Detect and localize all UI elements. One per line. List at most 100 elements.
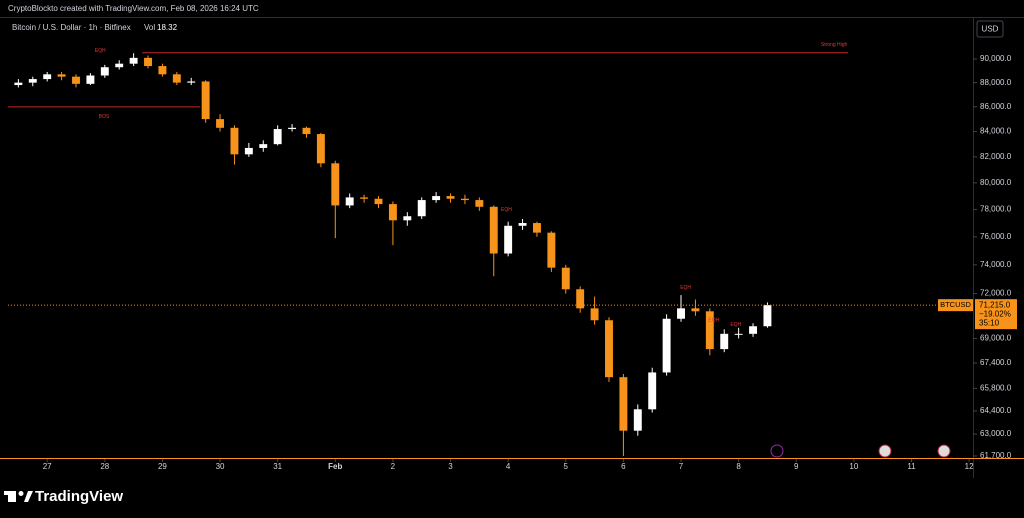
event-icon[interactable]: [937, 444, 951, 458]
volume-value: 18.32: [157, 23, 178, 32]
candle-body: [547, 232, 556, 268]
candle-body: [129, 57, 138, 64]
y-tick-label: 61,700.0: [980, 451, 1012, 460]
candle-body: [518, 223, 527, 226]
currency-box[interactable]: [976, 20, 1004, 38]
currency[interactable]: USD: [982, 25, 999, 34]
y-tick-label: 64,400.0: [980, 406, 1012, 415]
candle-body: [475, 200, 484, 207]
credit: CryptoBlockto created with TradingView.c…: [8, 4, 259, 13]
chart-title: Bitcoin / U.S. Dollar · 1h · Bitfinex: [12, 23, 131, 32]
level-label: BOS: [99, 114, 110, 120]
candle-body: [504, 225, 513, 254]
marker-label: EQH: [680, 285, 691, 291]
candle-body: [677, 308, 685, 319]
candle-body: [417, 200, 426, 217]
candle-body: [360, 197, 369, 199]
y-tick-label: 74,000.0: [980, 260, 1012, 269]
last-price-label: 71,215.0: [979, 300, 1011, 309]
x-tick-label: 9: [794, 462, 799, 471]
marker-label: EQH: [708, 318, 719, 324]
brand: TradingView: [35, 488, 123, 505]
logo-bar: [4, 491, 14, 495]
price-box: [975, 299, 1017, 330]
x-tick-label: 6: [621, 462, 626, 471]
event-icon[interactable]: [878, 444, 892, 458]
x-tick-label: 10: [849, 462, 858, 471]
x-tick-label: 2: [391, 462, 396, 471]
candle-body: [57, 74, 66, 77]
candle-body: [201, 81, 210, 120]
event-icon[interactable]: [770, 444, 784, 458]
candle-body: [72, 76, 80, 84]
marker-label: EQH: [95, 48, 106, 54]
x-tick-label: 8: [736, 462, 741, 471]
x-tick-label: 31: [273, 462, 282, 471]
y-tick-label: 67,400.0: [980, 358, 1012, 367]
x-tick-label: 11: [907, 462, 916, 471]
candle-body: [446, 196, 455, 199]
candle-body: [302, 127, 311, 135]
logo-bar: [8, 491, 16, 502]
candle-body: [244, 147, 253, 155]
y-tick-label: 80,000.0: [980, 178, 1012, 187]
y-tick-label: 76,000.0: [980, 232, 1012, 241]
candle-body: [14, 82, 23, 86]
marker-label: EQH: [730, 322, 741, 328]
x-tick-label: 27: [43, 462, 52, 471]
candle-body: [662, 318, 671, 373]
logo-dot: [18, 491, 24, 496]
candle-body: [86, 75, 95, 84]
x-tick-label: 28: [100, 462, 109, 471]
logo-shape: [24, 491, 33, 502]
candle-body: [532, 223, 541, 233]
candle-body: [216, 119, 225, 128]
candle-body: [388, 204, 397, 221]
candle-body: [403, 216, 412, 221]
candle-body: [115, 63, 124, 68]
candle-body: [576, 289, 585, 309]
candle-body: [288, 127, 297, 130]
candle-body: [619, 377, 628, 431]
candle-body: [460, 198, 469, 201]
countdown-label: 35:10: [979, 318, 1000, 327]
x-tick-label: 12: [965, 462, 974, 471]
y-tick-label: 69,000.0: [980, 333, 1012, 342]
candle-body: [172, 74, 181, 83]
candle-body: [648, 372, 657, 410]
candle-body: [489, 206, 498, 254]
y-tick-label: 90,000.0: [980, 54, 1012, 63]
x-tick-label: 30: [216, 462, 225, 471]
candle-body: [316, 134, 325, 164]
candle-body: [691, 308, 700, 312]
y-tick-label: 72,000.0: [980, 289, 1012, 298]
x-tick-label: 29: [158, 462, 167, 471]
y-tick-label: 86,000.0: [980, 102, 1012, 111]
candle-body: [331, 163, 340, 206]
candle-body: [749, 326, 758, 334]
y-tick-label: 78,000.0: [980, 205, 1012, 214]
symbol-label: BTCUSD: [940, 300, 971, 309]
x-tick-label: 7: [679, 462, 684, 471]
candle-body: [633, 409, 642, 431]
symbol-box: [938, 299, 973, 312]
candle-body: [345, 197, 354, 206]
x-tick-label: 4: [506, 462, 511, 471]
marker-label: EQH: [501, 207, 512, 213]
logo: [4, 491, 33, 502]
x-tick-label: 3: [448, 462, 453, 471]
candle-body: [374, 198, 383, 205]
y-tick-label: 63,000.0: [980, 429, 1012, 438]
y-tick-label: 88,000.0: [980, 78, 1012, 87]
candle-body: [720, 333, 729, 350]
event-icons: [770, 444, 951, 458]
candle-body: [432, 196, 441, 201]
y-tick-label: 82,000.0: [980, 152, 1012, 161]
change-label: −19.02%: [979, 309, 1011, 318]
candle-body: [763, 305, 772, 327]
volume-label: Vol: [144, 23, 155, 32]
candle-body: [590, 308, 599, 321]
candle-body: [561, 267, 570, 290]
